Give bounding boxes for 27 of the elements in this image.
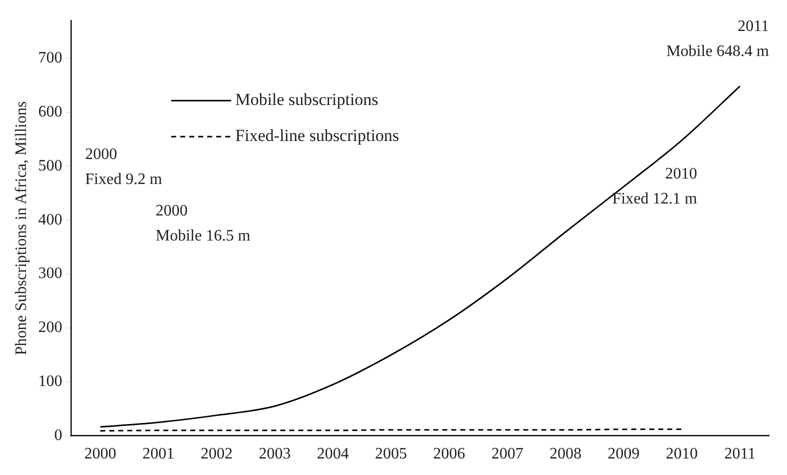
x-tick-label: 2011 <box>724 446 756 463</box>
x-tick-label: 2010 <box>666 446 698 463</box>
x-tick-label: 2005 <box>375 446 408 463</box>
x-tick-label: 2003 <box>258 446 291 463</box>
x-tick-label: 2004 <box>316 446 349 463</box>
x-tick-label: 2000 <box>84 446 116 463</box>
y-tick-label: 500 <box>38 157 62 174</box>
y-tick-label: 300 <box>38 265 62 282</box>
y-tick-label: 100 <box>38 373 62 390</box>
y-tick-label: 700 <box>38 50 62 67</box>
x-tick-label: 2006 <box>433 446 466 463</box>
x-tick-label: 2007 <box>491 446 524 463</box>
x-tick-label: 2009 <box>608 446 640 463</box>
annotation: 2000 Fixed 9.2 m <box>85 146 163 188</box>
x-tick-label: 2008 <box>549 446 582 463</box>
y-tick-label: 600 <box>38 103 62 120</box>
annotation: 2000 Mobile 16.5 m <box>156 202 251 244</box>
legend-label: Mobile subscriptions <box>235 90 378 110</box>
x-tick-label: 2002 <box>200 446 233 463</box>
annotation: 2011 Mobile 648.4 m <box>666 18 770 60</box>
y-axis-title: Phone Subscriptions in Africa, Millions <box>12 101 30 356</box>
y-tick-label: 200 <box>38 319 62 336</box>
y-tick-label: 400 <box>38 211 62 228</box>
y-tick-label: 0 <box>54 427 62 444</box>
x-tick-label: 2001 <box>142 446 174 463</box>
annotation: 2010 Fixed 12.1 m <box>612 165 698 208</box>
legend-label: Fixed-line subscriptions <box>235 126 400 146</box>
